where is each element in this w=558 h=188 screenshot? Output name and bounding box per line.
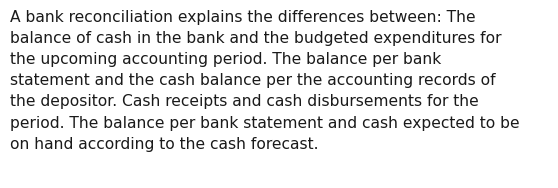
Text: A bank reconciliation explains the differences between: The
balance of cash in t: A bank reconciliation explains the diffe… — [10, 10, 519, 152]
